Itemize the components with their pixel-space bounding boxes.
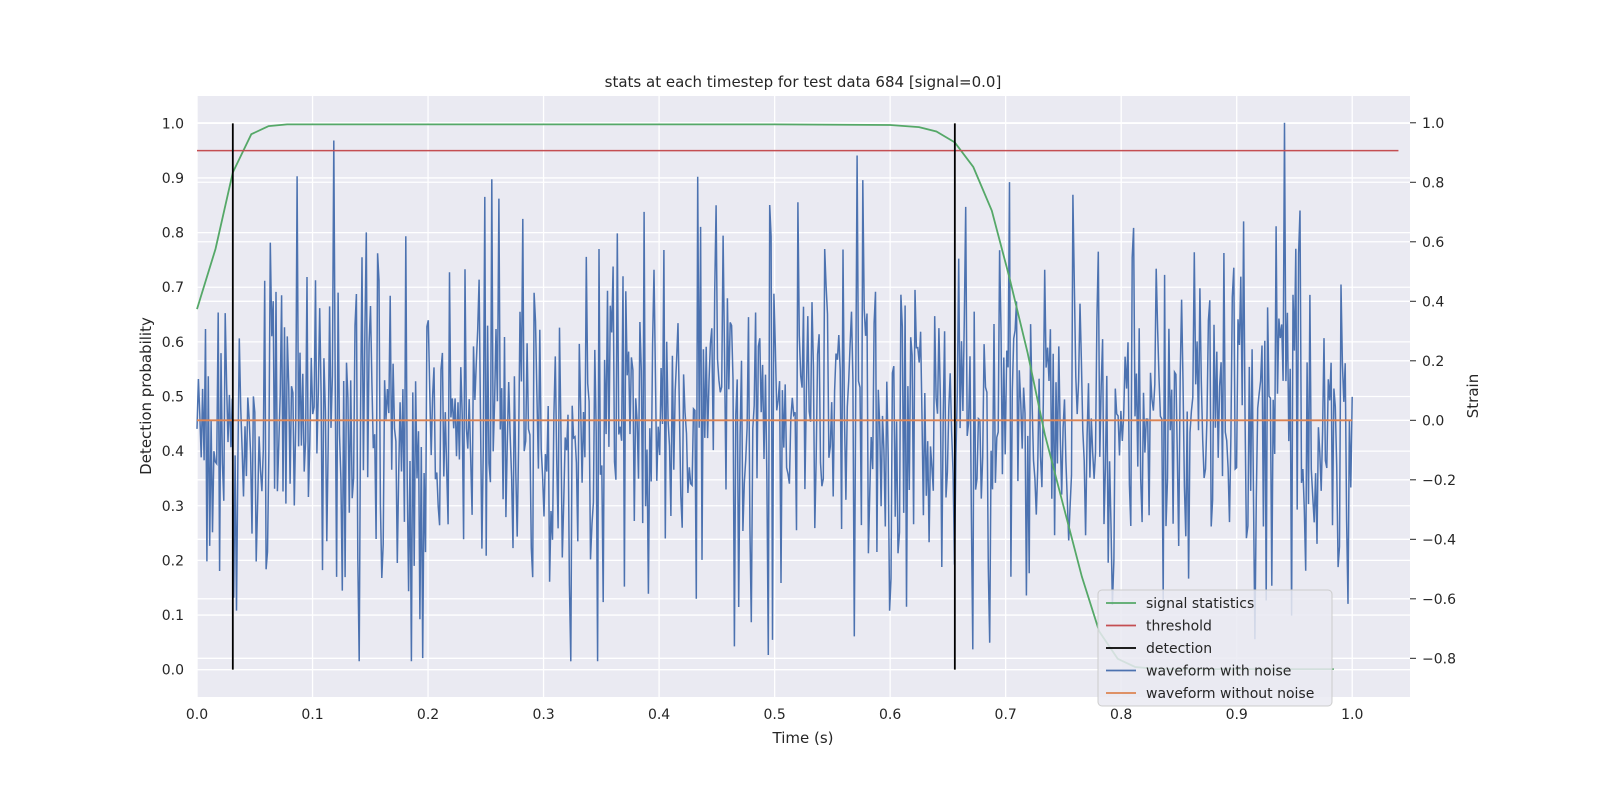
- y-tick-label: 0.4: [162, 444, 184, 460]
- legend-box: [1097, 589, 1333, 707]
- y-tick-label: 0.1: [162, 608, 184, 624]
- legend-label: detection: [1146, 641, 1212, 657]
- y2-tick-label: −0.6: [1422, 592, 1456, 608]
- y2-axis-label: Strain: [1464, 374, 1482, 418]
- series-waveform-with-noise: [196, 122, 1353, 662]
- legend-label: waveform without noise: [1146, 686, 1314, 702]
- legend-label: threshold: [1146, 619, 1212, 635]
- y2-tick-label: −0.4: [1422, 532, 1456, 548]
- y-tick-label: 0.5: [162, 390, 184, 406]
- chart-title: stats at each timestep for test data 684…: [605, 73, 1002, 91]
- y-tick-label: 0.7: [162, 280, 184, 296]
- y-tick-label: 0.3: [162, 499, 184, 515]
- y-axis-label: Detection probability: [137, 317, 155, 475]
- legend-label: signal statistics: [1146, 596, 1254, 612]
- y2-tick-label: 0.8: [1422, 175, 1444, 191]
- x-tick-label: 0.8: [1110, 707, 1132, 723]
- y-tick-label: 0.6: [162, 335, 184, 351]
- y-tick-label: 0.9: [162, 171, 184, 187]
- x-axis: 0.0 0.1 0.2 0.3 0.4 0.5 0.6 0.7 0.8 0.9 1.0: [186, 707, 1364, 723]
- right-axis: −0.8 −0.6 −0.4 −0.2 0.0 0.2 0.4 0.6 0.8 1.0: [1410, 116, 1456, 667]
- y-tick-label: 1.0: [162, 116, 184, 132]
- x-tick-label: 0.1: [301, 707, 323, 723]
- legend: signal statistics threshold detection wavef…: [1097, 589, 1333, 707]
- y2-tick-label: −0.8: [1422, 651, 1456, 667]
- x-tick-label: 0.9: [1226, 707, 1248, 723]
- x-tick-label: 0.2: [417, 707, 439, 723]
- y2-tick-label: 0.0: [1422, 413, 1444, 429]
- y-tick-label: 0.2: [162, 553, 184, 569]
- y2-tick-label: 0.6: [1422, 235, 1444, 251]
- x-tick-label: 1.0: [1341, 707, 1363, 723]
- x-tick-label: 0.0: [186, 707, 208, 723]
- y2-tick-label: 1.0: [1422, 116, 1444, 132]
- y2-tick-label: −0.2: [1422, 473, 1456, 489]
- y2-tick-label: 0.2: [1422, 354, 1444, 370]
- x-tick-label: 0.3: [532, 707, 554, 723]
- left-axis: 0.0 0.1 0.2 0.3 0.4 0.5 0.6 0.7 0.8 0.9 1.0: [162, 116, 184, 678]
- x-tick-label: 0.5: [763, 707, 785, 723]
- y-tick-label: 0.0: [162, 663, 184, 679]
- x-tick-label: 0.7: [995, 707, 1017, 723]
- x-axis-label: Time (s): [772, 729, 834, 747]
- x-tick-label: 0.4: [648, 707, 670, 723]
- x-tick-label: 0.6: [879, 707, 901, 723]
- y2-tick-label: 0.4: [1422, 294, 1444, 310]
- legend-label: waveform with noise: [1146, 664, 1291, 680]
- y-tick-label: 0.8: [162, 226, 184, 242]
